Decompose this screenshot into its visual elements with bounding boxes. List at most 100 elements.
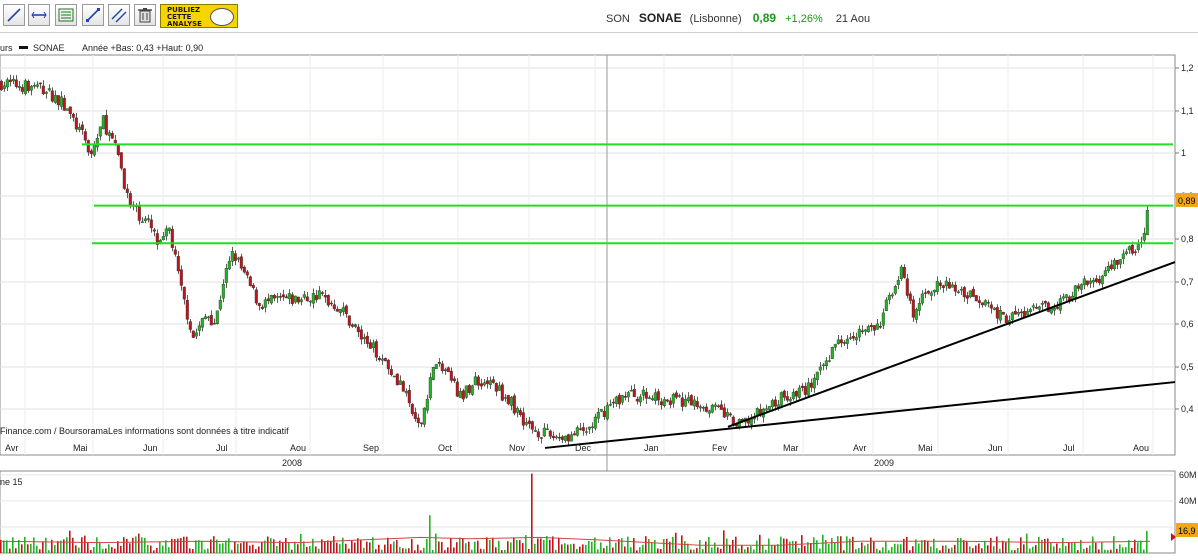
candle-body [284, 296, 288, 299]
candle-body [851, 336, 855, 339]
candle-body [1094, 278, 1098, 282]
volume-bar [57, 541, 59, 553]
candle-body [1127, 246, 1131, 251]
volume-bar [360, 539, 362, 553]
volume-bar [603, 548, 605, 553]
volume-bar [687, 543, 689, 553]
volume-bar [186, 536, 188, 553]
trash-button[interactable] [134, 4, 156, 26]
volume-bar [312, 538, 314, 553]
candle-body [167, 227, 171, 231]
volume-bar [774, 545, 776, 553]
volume-bar [795, 541, 797, 553]
volume-bar [324, 541, 326, 553]
candle-body [680, 397, 684, 407]
volume-bar [1008, 538, 1010, 553]
candle-body [1130, 244, 1134, 254]
volume-bar [213, 536, 215, 553]
candle-body [905, 278, 909, 296]
volume-bar [441, 541, 443, 553]
candle-body [164, 228, 168, 237]
candle-body [209, 315, 213, 326]
volume-bar [654, 540, 656, 553]
channel-tool-button[interactable] [108, 4, 130, 26]
candle-body [1022, 311, 1026, 318]
publish-analysis-button[interactable]: PUBLIEZ CETTE ANALYSE [160, 4, 238, 28]
volume-bar [96, 537, 98, 553]
volume-bar [609, 537, 611, 553]
volume-bar [522, 543, 524, 553]
candle-body [233, 253, 237, 261]
candle-body [986, 302, 990, 304]
candle-body [665, 399, 669, 402]
volume-axis: 60M40M20M [1179, 470, 1197, 532]
candle-body [647, 397, 651, 399]
candle-body [800, 385, 804, 389]
candle-body [1043, 301, 1047, 304]
candle-body [80, 124, 84, 130]
candle-body [884, 299, 888, 311]
volume-bar [933, 538, 935, 553]
candle-body [656, 391, 660, 401]
volume-bar [759, 534, 761, 553]
volume-bar [192, 549, 194, 553]
volume-bar [513, 537, 515, 553]
volume-bar [1128, 540, 1130, 553]
volume-bar [915, 539, 917, 553]
candle-body [1109, 264, 1113, 270]
candle-body [32, 85, 36, 87]
volume-bar [501, 550, 503, 553]
volume-moving-average [0, 536, 1151, 546]
volume-bar [207, 548, 209, 553]
candle-body [113, 139, 117, 144]
candle-body [56, 95, 60, 106]
candle-body [137, 206, 141, 221]
candle-body [371, 342, 375, 348]
volume-bar [492, 537, 494, 553]
candle-body [14, 79, 18, 87]
support-resistance-lines [82, 143, 1173, 245]
volume-bar [618, 539, 620, 553]
volume-bar [504, 549, 506, 553]
candle-body [89, 150, 93, 154]
volume-bar [993, 546, 995, 553]
volume-bar [849, 538, 851, 553]
price-tick-label: 1 [1181, 148, 1186, 158]
year-label: 2009 [874, 458, 894, 468]
indicator-tool-button[interactable] [55, 4, 77, 26]
candle-body [608, 403, 612, 406]
price-chart[interactable]: urs SONAE Année +Bas: 0,43 +Haut: 0,90 1… [0, 32, 1198, 560]
volume-bar [1113, 536, 1115, 553]
candle-body [728, 413, 732, 416]
candle-body [539, 437, 543, 439]
trendline-tool-button[interactable] [82, 4, 104, 26]
candle-body [5, 79, 9, 88]
candle-body [1016, 312, 1020, 315]
volume-bar [447, 547, 449, 553]
candle-body [302, 294, 306, 298]
volume-bar [180, 538, 182, 553]
candle-body [704, 406, 708, 412]
volume-bar [624, 546, 626, 553]
month-label: Mai [73, 443, 88, 453]
candle-body [347, 315, 351, 326]
candle-body [989, 304, 993, 309]
volume-bar [36, 545, 38, 553]
price-tick-label: 1,1 [1181, 106, 1194, 116]
candle-body [947, 282, 951, 289]
line-tool-button[interactable] [3, 4, 25, 26]
candle-body [584, 431, 588, 433]
horizontal-line-tool-button[interactable] [28, 4, 50, 26]
volume-bar [672, 536, 674, 553]
candle-body [341, 307, 345, 312]
candle-body [578, 428, 582, 430]
candle-body [779, 392, 783, 406]
candle-body [125, 188, 129, 193]
candle-body [944, 280, 948, 287]
volume-bar [387, 537, 389, 553]
volume-bar [948, 548, 950, 553]
volume-bar [975, 545, 977, 553]
main-plot-area [0, 54, 1176, 456]
volume-bar [1125, 547, 1127, 553]
quote-bar: SON SONAE (Lisbonne) 0,89 +1,26% 21 Aou [606, 11, 870, 25]
